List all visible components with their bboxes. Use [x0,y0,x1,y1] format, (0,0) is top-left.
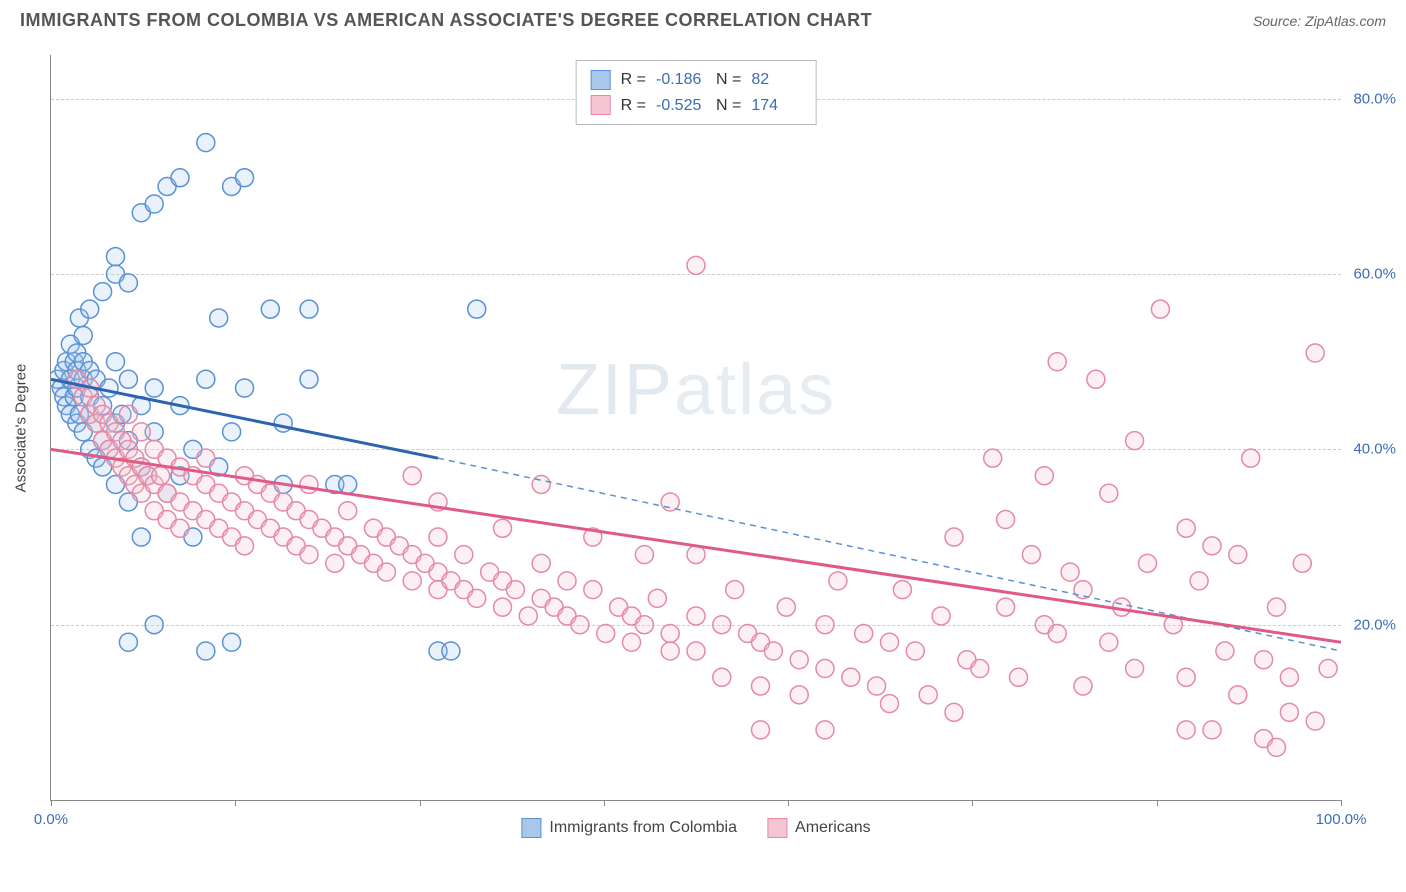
n-value-1: 82 [751,67,801,93]
n-value-2: 174 [751,93,801,119]
x-tick-label: 0.0% [34,811,68,828]
r-value-1: -0.186 [656,67,706,93]
y-axis-label: Associate's Degree [13,363,30,492]
scatter-svg [51,55,1341,800]
chart-container: ZIPatlas R = -0.186 N = 82 R = -0.525 N … [50,55,1380,835]
bottom-legend: Immigrants from Colombia Americans [521,818,870,838]
legend-item-1: Immigrants from Colombia [521,818,737,838]
plot-area: ZIPatlas R = -0.186 N = 82 R = -0.525 N … [50,55,1341,801]
y-tick-label: 60.0% [1353,266,1396,283]
legend-label-2: Americans [795,819,871,837]
source-attribution: Source: ZipAtlas.com [1253,13,1386,29]
swatch-pink [591,95,611,115]
legend-label-1: Immigrants from Colombia [549,819,737,837]
y-tick-label: 40.0% [1353,441,1396,458]
stats-legend-box: R = -0.186 N = 82 R = -0.525 N = 174 [576,60,817,125]
stats-row-2: R = -0.525 N = 174 [591,93,802,119]
y-tick-label: 80.0% [1353,90,1396,107]
stats-row-1: R = -0.186 N = 82 [591,67,802,93]
x-tick-label: 100.0% [1316,811,1367,828]
legend-item-2: Americans [767,818,871,838]
y-tick-label: 20.0% [1353,616,1396,633]
chart-title: IMMIGRANTS FROM COLOMBIA VS AMERICAN ASS… [20,10,872,31]
legend-swatch-pink [767,818,787,838]
legend-swatch-blue [521,818,541,838]
r-value-2: -0.525 [656,93,706,119]
swatch-blue [591,70,611,90]
